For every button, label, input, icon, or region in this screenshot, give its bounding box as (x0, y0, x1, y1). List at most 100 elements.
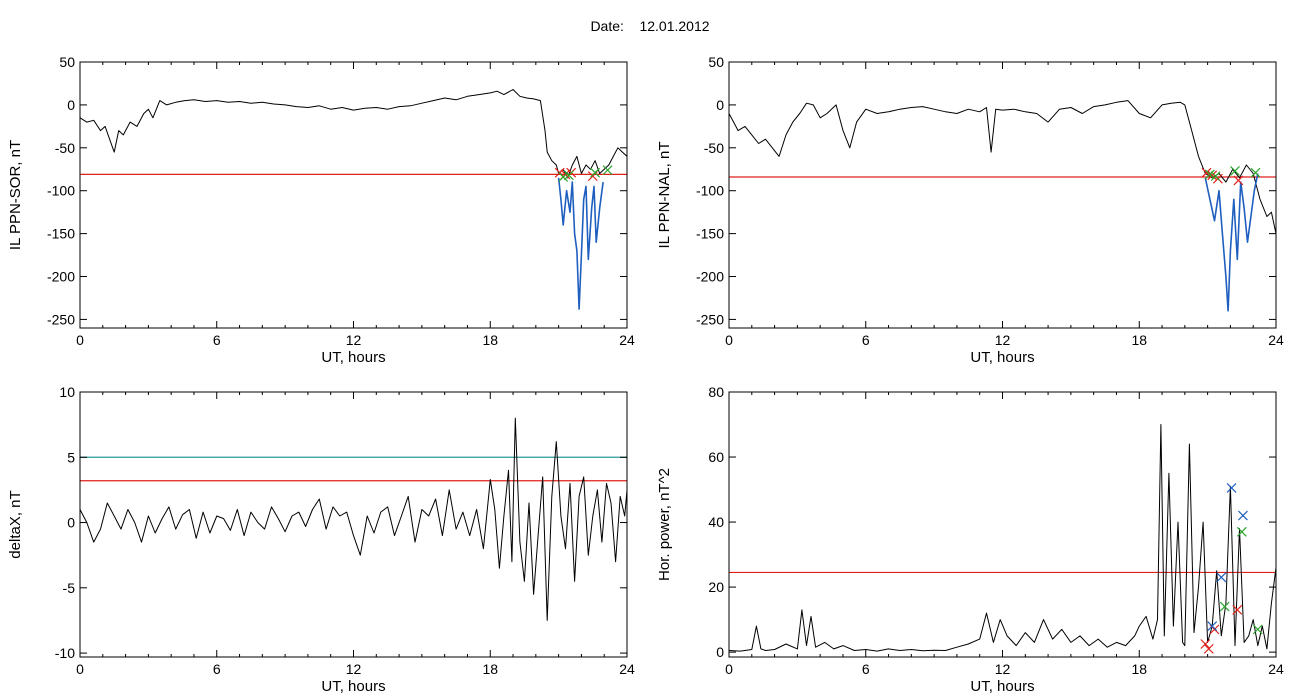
p2-ytick-label-4: -150 (696, 226, 724, 242)
p2-marker-0 (1201, 167, 1212, 178)
p2-xtick-label-3: 18 (1131, 332, 1147, 348)
p4-series-0 (728, 424, 1277, 652)
p3-ytick-label-0: 10 (59, 384, 75, 400)
p2-marker-5-b (1210, 171, 1221, 182)
p4-ytick-label-2: 40 (708, 514, 724, 530)
p2-ytick-label-2: -50 (704, 140, 724, 156)
p3-xtick-label-1: 6 (213, 661, 221, 677)
p4-marker-9 (1236, 526, 1247, 537)
p2-marker-4 (1204, 169, 1215, 180)
p4-marker-8-b (1219, 601, 1230, 612)
p4-ytick-label-4: 0 (716, 644, 724, 660)
p1-ytick-label-2: -50 (55, 140, 75, 156)
p1-marker-6-b (590, 167, 601, 178)
p2-marker-6-b (1230, 166, 1240, 176)
p3-xlabel: UT, hours (321, 678, 385, 695)
p4-xtick-label-4: 24 (1268, 661, 1284, 677)
p1-marker-7 (602, 165, 613, 176)
p1-xtick-label-0: 0 (76, 332, 84, 348)
p1-marker-5-b (563, 170, 574, 181)
p3-xtick-label-3: 18 (482, 661, 498, 677)
p4-marker-6-b (1226, 482, 1237, 493)
p1-ytick-label-3: -100 (47, 183, 75, 199)
p4-xtick-label-3: 18 (1131, 661, 1147, 677)
p4-ylabel: Hor. power, nT^2 (656, 468, 673, 581)
p2-ytick-label-1: 0 (716, 97, 724, 113)
p4-marker-10-b (1252, 624, 1263, 635)
p2-marker-7-b (1250, 167, 1261, 178)
p1-marker-6 (590, 167, 601, 178)
p4-ytick-label-1: 60 (708, 449, 724, 465)
p4-ytick-label-0: 80 (708, 384, 724, 400)
p2-marker-3 (1233, 175, 1244, 186)
p3-ytick-label-4: -10 (55, 645, 75, 661)
p1-xtick-label-4: 24 (619, 332, 635, 348)
date-value: 12.01.2012 (639, 18, 710, 34)
p1-xtick-label-3: 18 (482, 332, 498, 348)
p3-series-0 (79, 417, 628, 621)
p2-ytick-label-3: -100 (696, 183, 724, 199)
p3-xtick-label-2: 12 (346, 661, 362, 677)
p2-marker-1 (1207, 170, 1218, 181)
p4-marker-0 (1200, 639, 1211, 649)
p3-ytick-label-1: 5 (67, 449, 75, 465)
p4-marker-4 (1207, 621, 1218, 632)
p1-marker-0 (554, 167, 565, 178)
p1-marker-4-b (558, 172, 569, 182)
p2-marker-5 (1210, 171, 1221, 182)
p2-marker-1-b (1207, 170, 1218, 181)
figure-date-title: Date: 12.01.2012 (0, 18, 1300, 34)
p2-xlabel: UT, hours (970, 349, 1034, 366)
p4-xtick-label-2: 12 (995, 661, 1011, 677)
p4-xtick-label-1: 6 (862, 661, 870, 677)
p2-panel: 0 6 12 18 24 50 0 -50 -100 -150 -200 -250 UT, hours I… (656, 54, 1284, 366)
p4-xtick-label-0: 0 (725, 661, 733, 677)
p4-xlabel: UT, hours (970, 678, 1034, 695)
p1-xlabel: UT, hours (321, 349, 385, 366)
p1-ytick-label-0: 50 (59, 54, 75, 70)
p2-marker-6 (1230, 166, 1240, 176)
p3-panel: 0 6 12 18 24 10 5 0 -5 -10 UT, hours deltaX, nT (7, 384, 635, 695)
p2-series-0 (728, 100, 1277, 234)
p1-ylabel: IL PPN-SOR, nT (7, 140, 24, 250)
p2-frame (728, 61, 1277, 329)
p3-ytick-label-3: -5 (63, 580, 76, 596)
p2-ytick-label-5: -200 (696, 269, 724, 285)
p4-panel: 0 6 12 18 24 80 60 40 20 0 UT, hours Hor. power, nT… (656, 384, 1284, 695)
p1-panel: 0 6 12 18 24 50 0 -50 -100 -150 -200 -250 UT, hours I… (7, 54, 635, 366)
p4-marker-5-b (1216, 572, 1227, 583)
p2-ytick-label-6: -250 (696, 311, 724, 327)
p2-series-1 (1204, 173, 1259, 312)
p4-marker-8 (1219, 601, 1230, 612)
p3-xtick-label-0: 0 (76, 661, 84, 677)
p2-ytick-label-0: 50 (708, 54, 724, 70)
p1-marker-5 (563, 170, 574, 181)
p4-marker-10 (1252, 624, 1263, 635)
p1-marker-0-b (554, 167, 565, 178)
p4-marker-6 (1226, 482, 1237, 493)
p2-ylabel: IL PPN-NAL, nT (656, 142, 673, 249)
p1-marker-4 (558, 172, 569, 182)
p3-ylabel: deltaX, nT (7, 490, 24, 558)
p2-marker-7 (1250, 167, 1261, 178)
p2-marker-4-b (1204, 169, 1215, 180)
p4-marker-1 (1203, 643, 1214, 654)
p3-ytick-label-2: 0 (67, 515, 75, 531)
p2-xtick-label-2: 12 (995, 332, 1011, 348)
p4-marker-3-b (1232, 604, 1243, 615)
p4-marker-1-b (1203, 643, 1214, 654)
p2-xtick-label-1: 6 (862, 332, 870, 348)
p2-marker-0-b (1201, 167, 1212, 178)
p1-ytick-label-5: -200 (47, 269, 75, 285)
p4-marker-7-b (1238, 510, 1248, 521)
p1-marker-7-b (602, 165, 613, 176)
p1-xtick-label-2: 12 (346, 332, 362, 348)
p4-ytick-label-3: 20 (708, 579, 724, 595)
p2-xtick-label-0: 0 (725, 332, 733, 348)
p4-marker-4-b (1207, 621, 1218, 632)
p1-ytick-label-4: -150 (47, 226, 75, 242)
date-label: Date: (590, 18, 624, 34)
p3-xtick-label-4: 24 (619, 661, 635, 677)
p3-frame (79, 391, 628, 658)
